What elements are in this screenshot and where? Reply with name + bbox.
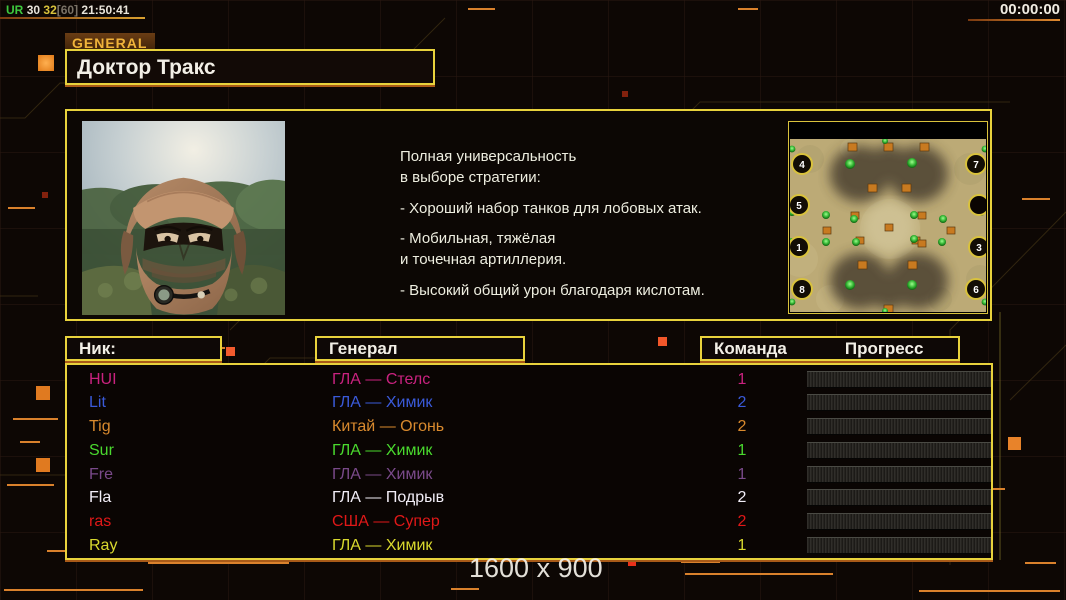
svg-text:6: 6 (973, 285, 979, 296)
svg-text:4: 4 (799, 160, 805, 171)
svg-text:5: 5 (796, 201, 802, 212)
svg-text:7: 7 (973, 160, 979, 171)
svg-text:8: 8 (799, 285, 805, 296)
svg-text:1: 1 (796, 243, 802, 254)
svg-text:3: 3 (976, 243, 982, 254)
